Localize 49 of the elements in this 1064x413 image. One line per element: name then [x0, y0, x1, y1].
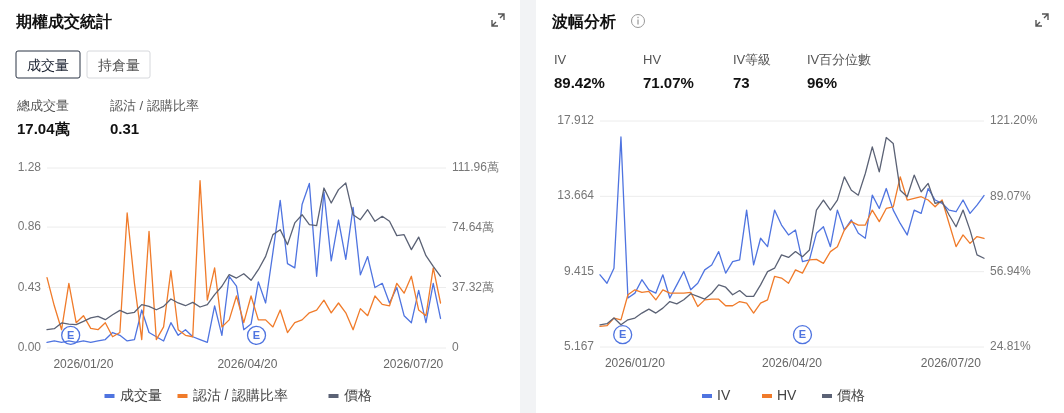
y-tick-label: 13.664 [557, 188, 595, 203]
x-tick-label: 2026/07/20 [383, 357, 444, 371]
y2-tick-label: 56.94% [990, 263, 1032, 278]
annotation: E [619, 328, 627, 341]
y-tick-label: 5.167 [563, 339, 595, 354]
y2-tick-label: 121.20% [990, 113, 1038, 128]
y-tick-label: 17.912 [557, 113, 595, 128]
legend-label: 認沽 / 認購比率 [192, 386, 289, 403]
y2-tick-label: 89.07% [990, 188, 1032, 203]
legend-label: 價格 [837, 386, 865, 403]
x-tick-label: 2026/04/20 [761, 356, 823, 370]
text: 總成交量 [16, 98, 69, 113]
text: IV等級 [733, 52, 772, 67]
text: 96% [807, 74, 838, 91]
annotation: E [798, 328, 807, 341]
y2-tick-label: 0 [452, 340, 459, 355]
text: IV百分位數 [807, 52, 872, 67]
y-tick-label: 1.28 [17, 160, 42, 175]
chart-title: 期權成交統計 [15, 12, 112, 30]
y-tick-label: 0.43 [17, 279, 42, 294]
text: 0.31 [110, 120, 140, 137]
y-tick-label: 9.415 [563, 263, 595, 278]
x-tick-label: 2026/01/20 [604, 356, 666, 370]
y2-tick-label: 74.64萬 [452, 220, 495, 235]
text: 71.07% [643, 74, 694, 91]
x-tick-label: 2026/04/20 [217, 357, 278, 371]
x-tick-label: 2026/01/20 [53, 357, 114, 371]
y-tick-label: 0.00 [17, 340, 42, 355]
legend-label: 成交量 [119, 386, 162, 403]
text: 認沽 / 認購比率 [110, 98, 199, 113]
y2-tick-label: 24.81% [990, 339, 1032, 354]
text: 成交量 [27, 56, 69, 73]
y-tick-label: 0.86 [17, 219, 42, 234]
text: 持倉量 [97, 56, 140, 73]
legend-label: 價格 [343, 386, 372, 403]
x-tick-label: 2026/07/20 [920, 356, 982, 370]
line-series [599, 176, 985, 328]
y2-tick-label: 111.96萬 [452, 160, 499, 175]
text: 73 [733, 74, 750, 91]
annotation: E [252, 328, 261, 341]
text: 89.42% [554, 74, 605, 91]
legend-label: HV [777, 386, 798, 403]
annotation: E [67, 328, 75, 341]
text: IV [554, 52, 567, 67]
y2-tick-label: 37.32萬 [452, 280, 495, 295]
legend-label: IV [717, 386, 731, 403]
text: HV [643, 52, 662, 67]
chart-title: 波幅分析 [551, 13, 616, 30]
text: 17.04萬 [17, 120, 70, 137]
